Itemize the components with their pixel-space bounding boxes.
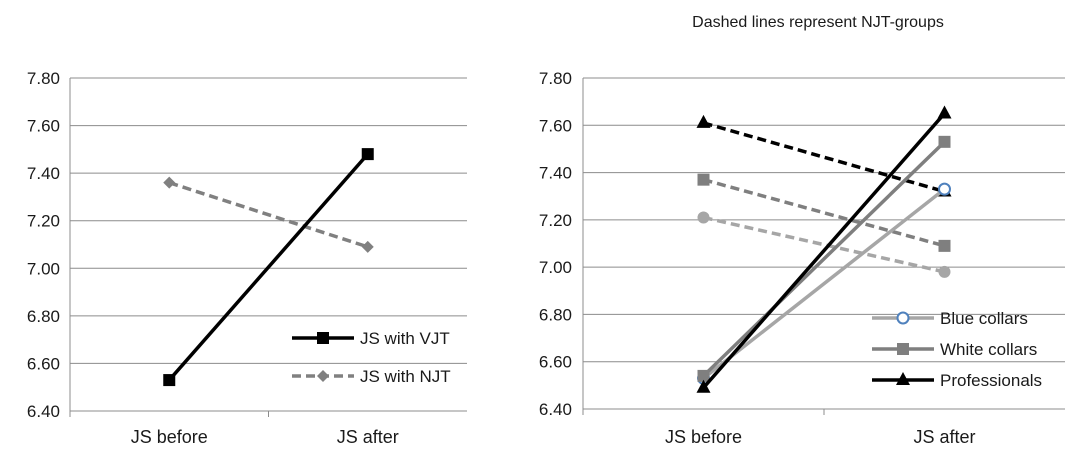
data-point-white-collars (697, 369, 710, 382)
y-tick-label: 6.60 (27, 354, 60, 373)
y-tick-label: 7.40 (539, 164, 572, 183)
y-tick-label: 7.00 (539, 258, 572, 277)
legend-marker (897, 343, 909, 355)
legend-entry: White collars (872, 340, 1037, 359)
y-tick-label: 7.60 (27, 117, 60, 136)
data-point-blue-collars (938, 182, 951, 196)
series-line-js-with-njt (168, 180, 369, 249)
x-category-label: JS before (665, 427, 742, 447)
left-chart: 6.40 6.60 6.80 7.00 7.20 7.40 7.60 7.80 JS befor… (27, 69, 467, 447)
x-category-label: JS after (337, 427, 399, 447)
series-line-white-collars (702, 140, 946, 378)
legend-marker (896, 311, 910, 325)
y-tick-label: 6.80 (539, 305, 572, 324)
legend-marker (317, 332, 329, 344)
y-tick-label: 7.20 (539, 211, 572, 230)
legend-label: Professionals (940, 371, 1042, 390)
series-line-njt-group-4 (703, 177, 945, 248)
y-tick-label: 6.40 (27, 402, 60, 421)
y-tick-label: 7.40 (27, 164, 60, 183)
x-category-label: JS before (131, 427, 208, 447)
data-point-js-with-njt (163, 176, 176, 189)
data-point-njt-group-4 (938, 239, 951, 252)
legend-entry: Blue collars (872, 309, 1028, 328)
y-tick-label: 7.00 (27, 259, 60, 278)
data-point-js-with-vjt (361, 148, 374, 161)
chart-annotation: Dashed lines represent NJT-groups (692, 14, 944, 31)
data-point-njt-group-3 (697, 211, 710, 224)
y-tick-label: 6.60 (539, 353, 572, 372)
legend-marker (896, 372, 910, 385)
legend-label: JS with VJT (360, 329, 450, 348)
x-category-label: JS after (913, 427, 975, 447)
y-tick-label: 6.80 (27, 307, 60, 326)
y-tick-label: 7.60 (539, 116, 572, 135)
data-point-professionals (937, 105, 952, 119)
legend-entry: JS with VJT (292, 329, 450, 348)
y-tick-label: 7.20 (27, 212, 60, 231)
legend-label: JS with NJT (360, 367, 451, 386)
legend-marker (317, 370, 329, 382)
data-point-js-with-njt (361, 240, 374, 253)
series-line-js-with-vjt (167, 152, 370, 382)
series-line-blue-collars (702, 187, 946, 380)
data-point-professionals (696, 379, 711, 393)
y-tick-label: 6.40 (539, 400, 572, 419)
legend-entry: Professionals (872, 371, 1042, 390)
right-chart: 6.40 6.60 6.80 7.00 7.20 7.40 7.60 7.80 JS befor… (539, 14, 1065, 447)
y-tick-label: 7.80 (27, 69, 60, 88)
data-point-white-collars (938, 135, 951, 148)
y-tick-label: 7.80 (539, 69, 572, 88)
legend-entry: JS with NJT (292, 367, 451, 386)
data-point-js-with-vjt (163, 374, 176, 387)
legend-label: White collars (940, 340, 1037, 359)
data-point-njt-group-3 (938, 265, 951, 278)
data-point-njt-group-5 (696, 114, 711, 128)
data-point-njt-group-4 (697, 173, 710, 186)
series-line-njt-group-3 (703, 215, 945, 274)
legend-label: Blue collars (940, 309, 1028, 328)
series-line-professionals (702, 112, 946, 389)
